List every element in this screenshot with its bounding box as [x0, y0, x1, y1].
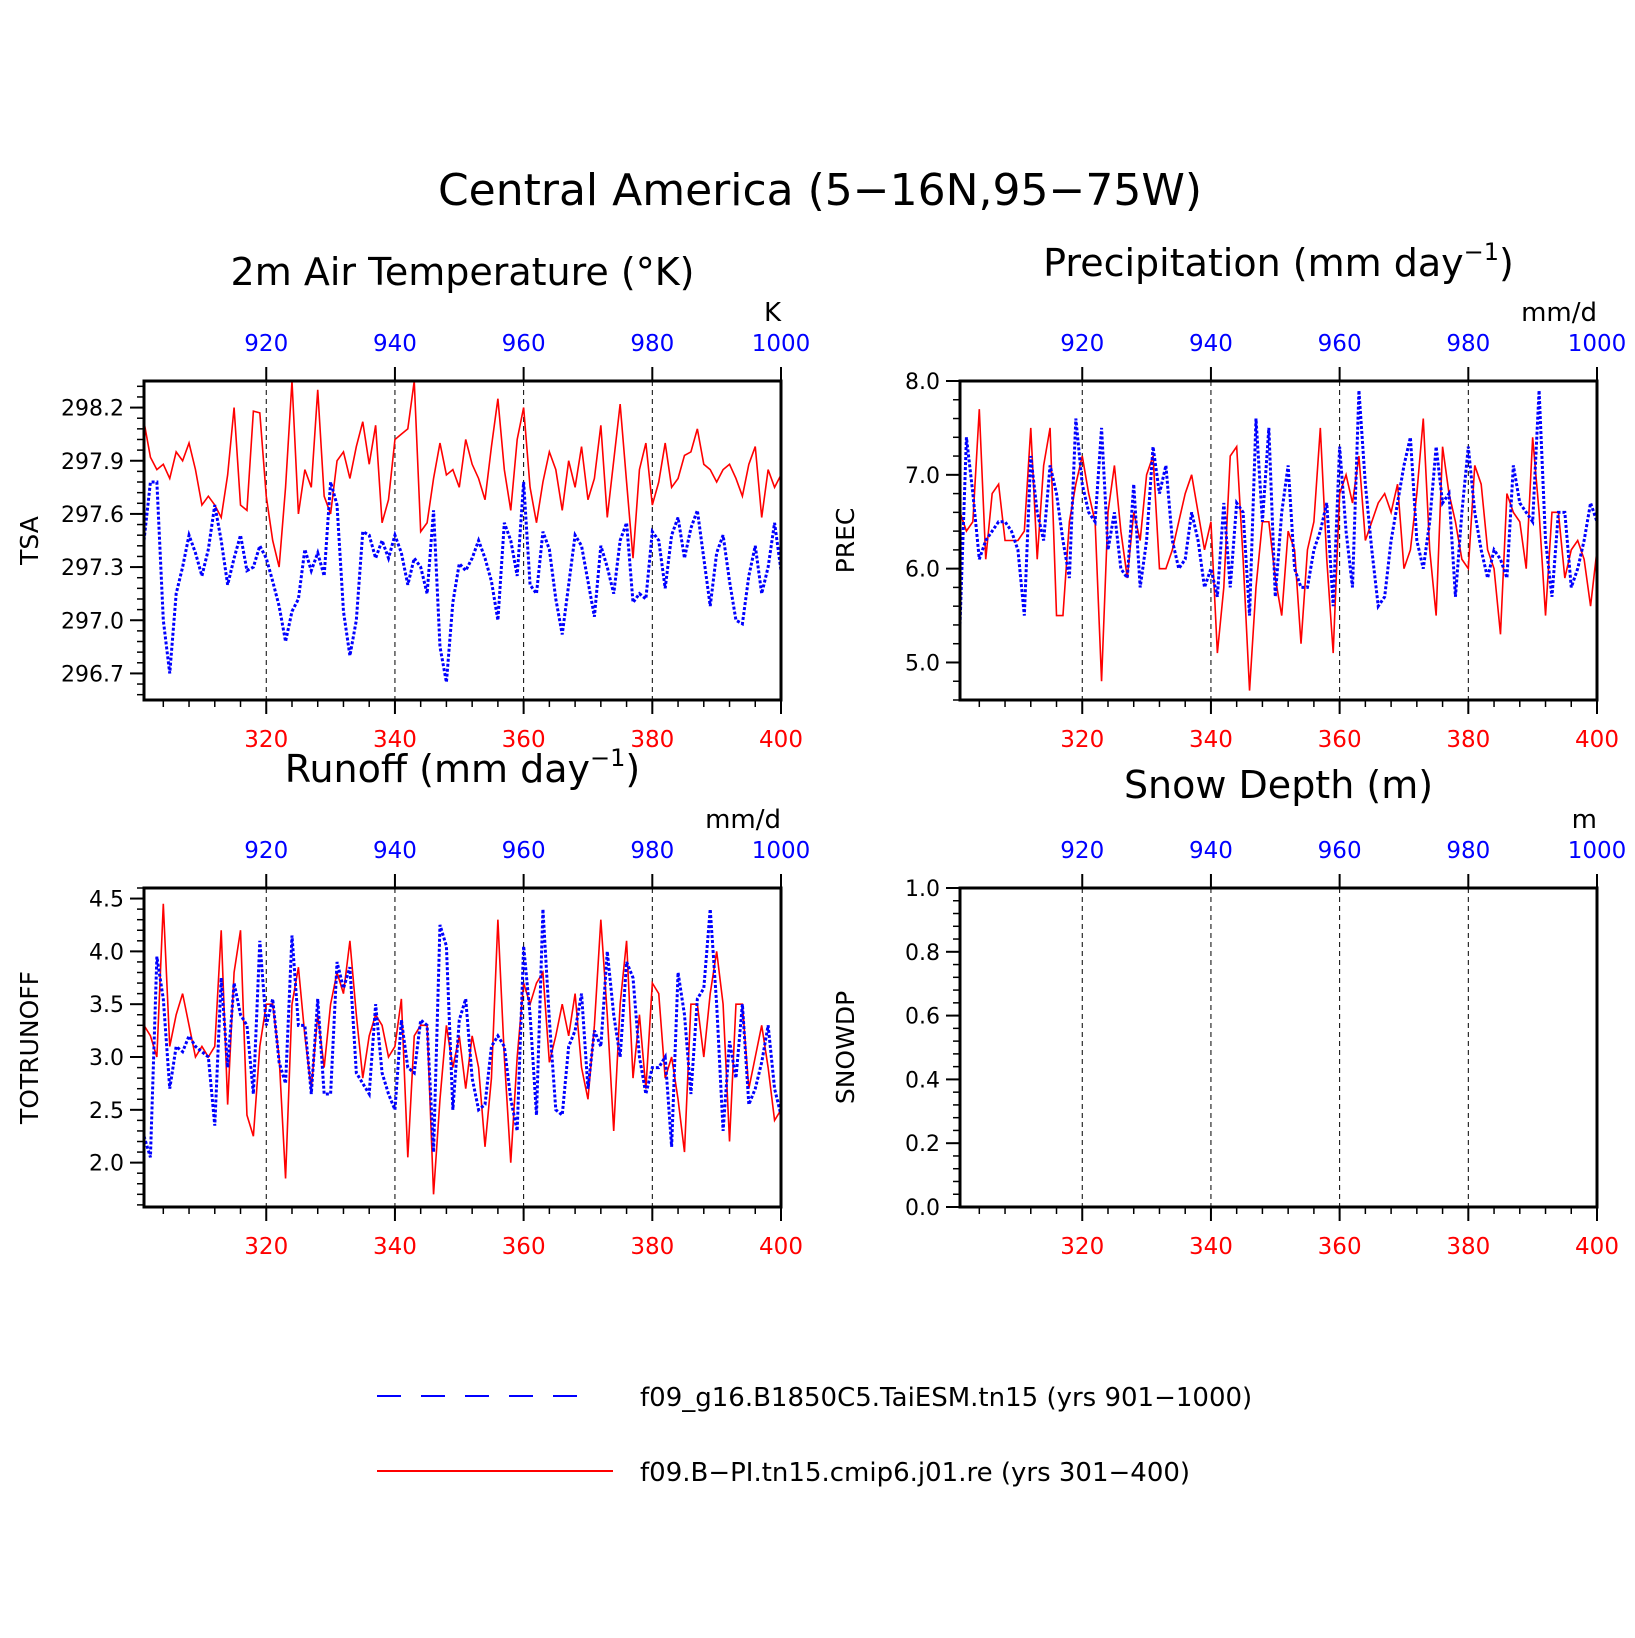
- snow-depth-x-top-label: 960: [1318, 838, 1362, 864]
- snow-depth-x-bottom-label: 340: [1189, 1234, 1233, 1260]
- precipitation-x-bottom-label: 340: [1189, 727, 1233, 753]
- snow-depth-y-tick-label: 0.8: [905, 941, 940, 966]
- runoff-x-top-label: 940: [373, 838, 417, 864]
- temperature-y-tick-label: 296.7: [61, 662, 124, 687]
- snow-depth-x-bottom-label: 320: [1060, 1234, 1104, 1260]
- precipitation-plot-frame: [958, 379, 1599, 702]
- runoff-y-tick-label: 4.0: [89, 940, 124, 965]
- runoff-x-top-label: 920: [244, 838, 288, 864]
- runoff-units-label: mm/d: [705, 805, 781, 835]
- runoff-y-tick-label: 2.5: [89, 1099, 124, 1124]
- temperature-series-blue: [144, 480, 781, 683]
- precipitation-x-top-label: 980: [1446, 331, 1490, 357]
- panel-precipitation: Precipitation (mm day−1) 5.0 6.0 7.0 8.0 PREC…: [831, 238, 1626, 753]
- runoff-x-bottom-label: 340: [373, 1234, 417, 1260]
- runoff-y-tick-label: 3.0: [89, 1046, 124, 1071]
- runoff-x-bottom-label: 320: [244, 1234, 288, 1260]
- temperature-series-red: [144, 381, 781, 568]
- temperature-x-top-label: 1000: [752, 331, 811, 357]
- runoff-x-bottom-label: 380: [630, 1234, 674, 1260]
- precipitation-x-top-label: 940: [1189, 331, 1233, 357]
- runoff-y-tick-label: 3.5: [89, 993, 124, 1018]
- precipitation-units-label: mm/d: [1521, 298, 1597, 328]
- runoff-series-red: [144, 903, 781, 1195]
- temperature-y-tick-label: 297.0: [61, 609, 124, 634]
- snow-depth-title: Snow Depth (m): [1124, 763, 1433, 807]
- snow-depth-y-tick-label: 0.2: [905, 1132, 940, 1157]
- temperature-x-bottom-label: 320: [244, 727, 288, 753]
- figure-title: Central America (5−16N,95−75W): [438, 165, 1202, 216]
- runoff-x-bottom-label: 360: [502, 1234, 546, 1260]
- runoff-y-tick-label: 2.0: [89, 1152, 124, 1177]
- precipitation-series-blue: [960, 390, 1597, 625]
- temperature-x-bottom-label: 360: [502, 727, 546, 753]
- snow-depth-x-bottom-label: 360: [1318, 1234, 1362, 1260]
- precipitation-x-bottom-label: 380: [1446, 727, 1490, 753]
- precipitation-y-tick-label: 5.0: [905, 651, 940, 676]
- legend-label-blue: f09_g16.B1850C5.TaiESM.tn15 (yrs 901−100…: [640, 1383, 1252, 1413]
- precipitation-x-bottom-label: 360: [1318, 727, 1362, 753]
- temperature-x-bottom-label: 340: [373, 727, 417, 753]
- snow-depth-y-label: SNOWDP: [831, 991, 860, 1104]
- panel-temperature: 2m Air Temperature (°K) 296.7 297.0 297.3 29…: [15, 250, 810, 753]
- snow-depth-y-tick-label: 1.0: [905, 877, 940, 902]
- precipitation-y-tick-label: 8.0: [905, 370, 940, 395]
- snow-depth-x-bottom-label: 380: [1446, 1234, 1490, 1260]
- temperature-x-bottom-label: 380: [630, 727, 674, 753]
- temperature-y-tick-label: 297.6: [61, 503, 124, 528]
- temperature-plot-frame: [142, 379, 783, 702]
- snow-depth-x-top-label: 940: [1189, 838, 1233, 864]
- temperature-y-tick-label: 297.3: [61, 556, 124, 581]
- precipitation-x-top-label: 920: [1060, 331, 1104, 357]
- runoff-plot-frame: [142, 886, 783, 1209]
- precipitation-series-red: [960, 409, 1597, 691]
- temperature-y-tick-label: 297.9: [61, 450, 124, 475]
- panel-runoff: Runoff (mm day−1) 2.0 2.5 3.0 3.5 4.0 4.5 TOTRU…: [15, 744, 810, 1260]
- snow-depth-y-tick-label: 0.4: [905, 1068, 940, 1093]
- temperature-units-label: K: [764, 298, 782, 328]
- legend: f09_g16.B1850C5.TaiESM.tn15 (yrs 901−100…: [377, 1383, 1252, 1488]
- snow-depth-x-top-label: 980: [1446, 838, 1490, 864]
- runoff-series-blue: [144, 909, 781, 1158]
- precipitation-x-top-label: 1000: [1568, 331, 1627, 357]
- precipitation-y-label: PREC: [831, 508, 860, 574]
- temperature-title: 2m Air Temperature (°K): [231, 250, 695, 294]
- temperature-x-top-label: 940: [373, 331, 417, 357]
- precipitation-x-bottom-label: 320: [1060, 727, 1104, 753]
- temperature-x-top-label: 980: [630, 331, 674, 357]
- snow-depth-x-top-label: 920: [1060, 838, 1104, 864]
- legend-label-red: f09.B−PI.tn15.cmip6.j01.re (yrs 301−400): [640, 1458, 1190, 1488]
- precipitation-x-bottom-label: 400: [1575, 727, 1619, 753]
- snow-depth-x-top-label: 1000: [1568, 838, 1627, 864]
- runoff-title: Runoff (mm day−1): [285, 744, 640, 791]
- snow-depth-y-tick-label: 0.6: [905, 1005, 940, 1030]
- temperature-y-label: TSA: [15, 516, 44, 566]
- runoff-x-top-label: 1000: [752, 838, 811, 864]
- runoff-x-top-label: 960: [502, 838, 546, 864]
- panel-snow-depth: Snow Depth (m) 0.0 0.2 0.4 0.6 0.8 1.0 SNOWDP 32…: [831, 763, 1626, 1260]
- snow-depth-plot-frame: [958, 886, 1599, 1209]
- temperature-x-top-label: 960: [502, 331, 546, 357]
- snow-depth-x-bottom-label: 400: [1575, 1234, 1619, 1260]
- precipitation-y-tick-label: 7.0: [905, 464, 940, 489]
- temperature-x-top-label: 920: [244, 331, 288, 357]
- temperature-x-bottom-label: 400: [759, 727, 803, 753]
- snow-depth-y-tick-label: 0.0: [905, 1196, 940, 1221]
- runoff-y-label: TOTRUNOFF: [15, 971, 44, 1125]
- runoff-x-bottom-label: 400: [759, 1234, 803, 1260]
- runoff-x-top-label: 980: [630, 838, 674, 864]
- temperature-y-tick-label: 298.2: [61, 397, 124, 422]
- precipitation-y-tick-label: 6.0: [905, 558, 940, 583]
- precipitation-x-top-label: 960: [1318, 331, 1362, 357]
- runoff-y-tick-label: 4.5: [89, 888, 124, 913]
- precipitation-title: Precipitation (mm day−1): [1043, 238, 1514, 285]
- snow-depth-units-label: m: [1572, 805, 1597, 835]
